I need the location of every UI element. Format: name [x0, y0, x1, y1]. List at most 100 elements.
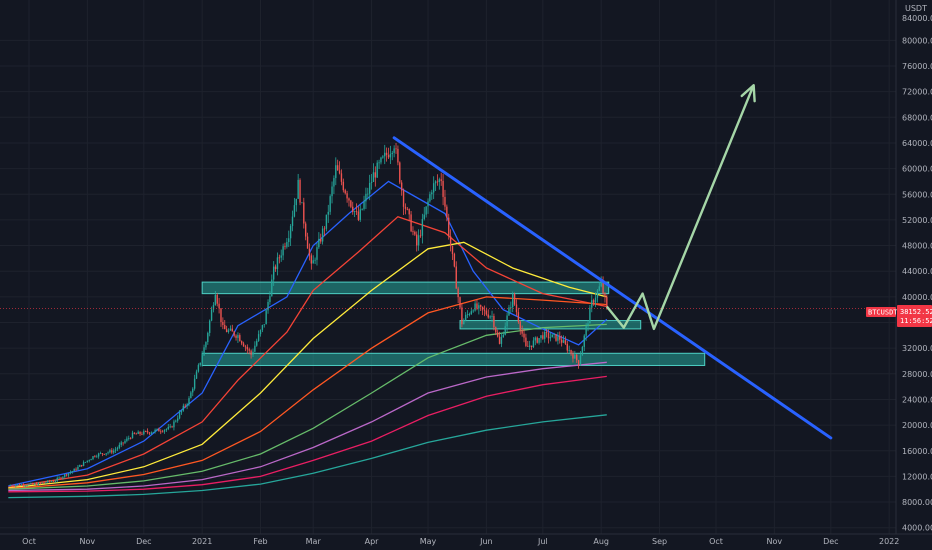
candle-body — [344, 190, 346, 194]
support-zone — [459, 320, 642, 330]
projection-arrowhead — [740, 84, 756, 103]
candle-body — [485, 310, 488, 315]
candle-body — [387, 155, 390, 158]
candle-body — [9, 485, 11, 487]
x-tick-label: Nov — [767, 537, 783, 546]
y-tick-label: 80000.00 — [902, 36, 932, 45]
candle-body — [148, 432, 151, 434]
candle-body — [517, 312, 520, 322]
candle-body — [112, 450, 115, 453]
candle-body — [193, 378, 196, 389]
candle-body — [346, 193, 348, 199]
candle-body — [227, 330, 230, 332]
candle-body — [79, 464, 81, 467]
candle-body — [47, 480, 49, 483]
candle-body — [321, 228, 324, 242]
candle-body — [562, 340, 565, 343]
y-tick-label: 60000.00 — [902, 165, 932, 174]
candle-body — [527, 345, 529, 347]
candle-body — [86, 460, 89, 462]
candle-body — [205, 342, 207, 348]
resistance-trendline — [392, 136, 833, 440]
candle-body — [13, 485, 15, 487]
candle-body — [178, 412, 181, 419]
candle-body — [24, 485, 26, 487]
candle-body — [304, 223, 307, 237]
candle-body — [45, 482, 47, 484]
candle-body — [301, 202, 303, 204]
candle-body — [493, 315, 495, 328]
candle-body — [496, 332, 499, 337]
candle-body — [122, 442, 124, 444]
candle-body — [111, 450, 113, 453]
candle-body — [141, 433, 143, 435]
candle-body — [210, 309, 213, 321]
candle-body — [81, 464, 83, 466]
support-zone — [201, 352, 706, 366]
candle-body — [22, 484, 25, 486]
candle-body — [176, 418, 179, 421]
candle-body — [545, 332, 548, 333]
y-tick-label: 64000.00 — [902, 139, 932, 148]
candle-body — [128, 438, 130, 439]
candle-body — [459, 297, 461, 308]
candle-body — [359, 209, 361, 220]
candle-body — [576, 354, 578, 361]
candle-body — [604, 293, 606, 297]
candle-body — [399, 162, 401, 183]
candle-body — [97, 453, 100, 457]
candle-body — [372, 172, 375, 182]
candle-body — [39, 482, 41, 484]
candle-body — [265, 310, 267, 325]
candle-body — [331, 186, 333, 197]
candle-body — [400, 182, 403, 191]
candle-body — [466, 314, 469, 315]
time-axis[interactable]: Oct Nov Dec 2021 Feb Mar Apr May Jun Jul Aug Sep Oct… — [22, 537, 899, 546]
candle-body — [274, 266, 277, 270]
x-tick-label: Jun — [479, 537, 493, 546]
candle-body — [374, 172, 377, 178]
x-tick-label: Apr — [365, 537, 380, 546]
y-tick-label: 72000.00 — [902, 88, 932, 97]
candle-body — [538, 338, 540, 343]
y-tick-label: 56000.00 — [902, 190, 932, 199]
moving-average-line — [8, 375, 607, 493]
candle-body — [495, 327, 497, 333]
candle-body — [357, 211, 360, 220]
candle-body — [297, 179, 299, 199]
candle-body — [600, 281, 602, 287]
candle-body — [464, 314, 467, 320]
x-tick-label: Oct — [22, 537, 36, 546]
candle-body — [463, 319, 465, 325]
candle-body — [376, 162, 378, 178]
y-tick-label: 4000.00 — [902, 524, 932, 533]
candle-body — [88, 460, 90, 461]
candle-body — [414, 231, 416, 235]
moving-average-line — [8, 414, 607, 499]
x-tick-label: 2021 — [192, 537, 212, 546]
candle-body — [589, 307, 591, 324]
candle-body — [591, 300, 593, 308]
candle-body — [197, 364, 200, 372]
candle-body — [412, 231, 414, 233]
candle-body — [116, 447, 119, 450]
candle-body — [199, 362, 201, 365]
candle-body — [476, 303, 478, 309]
candle-body — [291, 216, 294, 227]
candle-body — [58, 477, 60, 479]
candle-body — [536, 337, 538, 343]
candle-body — [62, 476, 64, 479]
candle-body — [510, 307, 512, 308]
candle-body — [220, 308, 222, 323]
candle-body — [327, 211, 329, 215]
candle-body — [395, 148, 397, 150]
symbol-tag-box — [866, 307, 896, 317]
candle-body — [525, 337, 527, 346]
candle-body — [248, 349, 250, 351]
price-axis[interactable]: 4000.00 8000.00 12000.00 16000.00 20000.00 24… — [902, 36, 932, 532]
candle-body — [105, 453, 107, 455]
candle-body — [71, 471, 73, 473]
candle-body — [109, 450, 111, 453]
candle-body — [135, 433, 137, 435]
